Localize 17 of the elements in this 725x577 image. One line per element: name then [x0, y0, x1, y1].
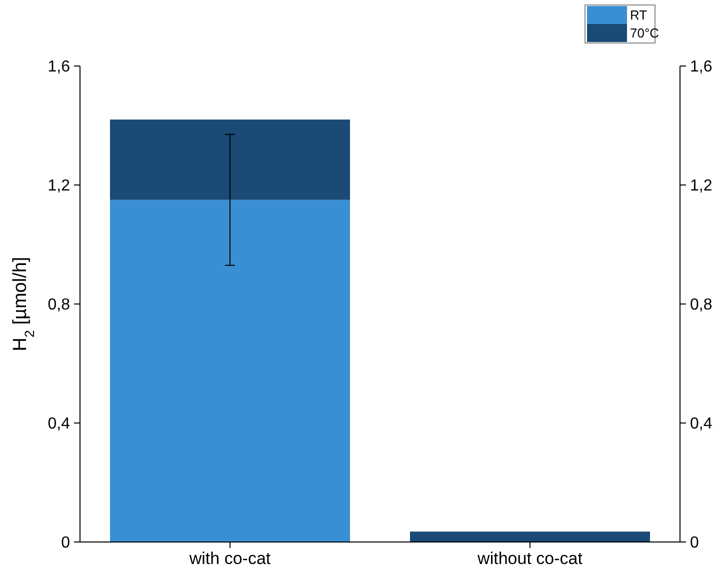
bar — [110, 120, 350, 200]
y2-tick-label: 1,2 — [690, 178, 712, 195]
legend-label: RT — [630, 8, 648, 23]
y-tick-label: 0 — [61, 534, 70, 552]
y2-tick-label: 0 — [690, 534, 699, 552]
legend-label: 70°C — [630, 26, 660, 41]
y-tick-label: 1,2 — [48, 178, 70, 195]
y2-tick-label: 0,8 — [690, 296, 712, 314]
y-tick-label: 0,4 — [48, 416, 70, 433]
y2-tick-label: 1,6 — [690, 58, 712, 76]
y2-tick-label: 0,4 — [690, 416, 712, 433]
bar — [410, 532, 650, 542]
y-tick-label: 1,6 — [48, 58, 70, 76]
bar — [110, 200, 350, 542]
x-tick-label: with co-cat — [188, 549, 271, 568]
y-tick-label: 0,8 — [48, 296, 70, 314]
x-tick-label: without co-cat — [476, 549, 583, 568]
